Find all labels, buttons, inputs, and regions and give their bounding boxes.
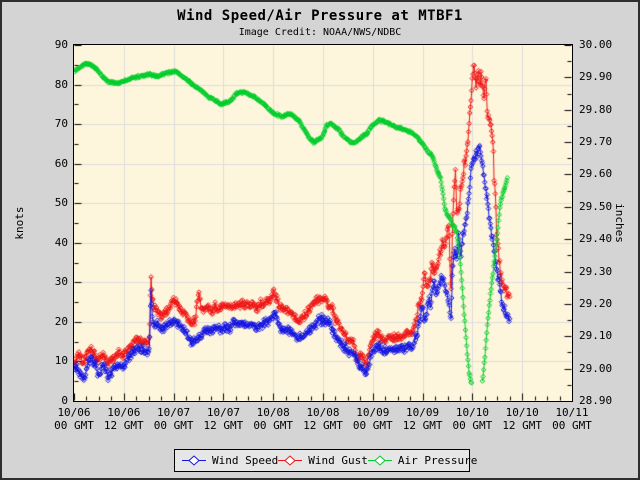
legend: Wind Speed Wind Gust Air Pressure <box>174 449 477 472</box>
chart-title: Wind Speed/Air Pressure at MTBF1 <box>177 8 463 24</box>
plot-area <box>73 44 573 402</box>
y-axis-left-unit-label: knots <box>13 206 26 240</box>
y-axis-right-tick-label: 29.00 <box>579 361 613 375</box>
y-axis-right-tick-label: 28.90 <box>579 394 613 407</box>
y-axis-left-tick-label: 40 <box>54 235 68 249</box>
y-axis-left-tick-label: 90 <box>54 38 68 51</box>
y-axis-left-tick-label: 60 <box>54 156 68 170</box>
legend-label-wind-gust: Wind Gust <box>308 454 368 467</box>
x-axis-tick-label: 10/09 00 GMT <box>352 406 393 432</box>
x-axis-tick-label: 10/07 12 GMT <box>203 406 244 432</box>
x-axis-tick-label: 10/06 12 GMT <box>103 406 144 432</box>
y-axis-right-unit-label: inches <box>613 203 626 243</box>
wind-gust-diamond-marker-icon <box>278 455 303 466</box>
legend-label-air-pressure: Air Pressure <box>397 454 478 467</box>
wind-speed-diamond-marker-icon <box>182 455 206 466</box>
y-axis-left-tick-label: 10 <box>54 354 68 368</box>
x-axis-tick-label: 10/07 00 GMT <box>153 406 194 432</box>
legend-label-wind-speed: Wind Speed <box>212 454 279 467</box>
y-axis-right-tick-label: 29.40 <box>579 232 613 246</box>
y-axis-left-tick-label: 80 <box>54 77 68 91</box>
y-axis-left-tick-label: 0 <box>61 394 68 407</box>
x-axis-tick-label: 10/10 12 GMT <box>502 406 543 432</box>
y-axis-right-tick-label: 29.30 <box>579 264 613 278</box>
chart-subtitle: Image Credit: NOAA/NWS/NDBC <box>238 27 402 38</box>
x-axis-tick-label: 10/08 12 GMT <box>303 406 343 432</box>
x-axis-tick-label: 10/10 00 GMT <box>452 406 493 432</box>
x-axis-tick-label: 10/06 00 GMT <box>54 406 94 432</box>
x-axis-tick-label: 10/11 00 GMT <box>552 406 592 432</box>
y-axis-left-tick-label: 70 <box>54 117 68 131</box>
legend-entry-air-pressure: Air Pressure <box>367 454 478 467</box>
y-axis-right-tick-label: 29.60 <box>579 167 613 181</box>
air-pressure-diamond-marker-icon <box>367 455 392 466</box>
y-axis-left-tick-label: 30 <box>54 275 68 289</box>
legend-entry-wind-speed: Wind Speed <box>182 454 278 467</box>
legend-entry-wind-gust: Wind Gust <box>278 454 368 467</box>
y-axis-left-tick-label: 20 <box>54 314 68 328</box>
x-axis-tick-label: 10/09 12 GMT <box>402 406 443 432</box>
y-axis-left-tick-label: 50 <box>54 196 68 210</box>
y-axis-right-tick-label: 29.90 <box>579 70 613 84</box>
y-axis-right-tick-label: 30.00 <box>579 38 613 51</box>
y-axis-right-tick-label: 29.80 <box>579 102 613 116</box>
y-axis-right-tick-label: 29.70 <box>579 135 613 149</box>
y-axis-right-tick-label: 29.20 <box>579 296 613 310</box>
x-axis-tick-label: 10/08 00 GMT <box>253 406 294 432</box>
y-axis-right-tick-label: 29.50 <box>579 199 613 213</box>
y-axis-right-tick-label: 29.10 <box>579 329 613 343</box>
chart-canvas <box>74 45 572 401</box>
